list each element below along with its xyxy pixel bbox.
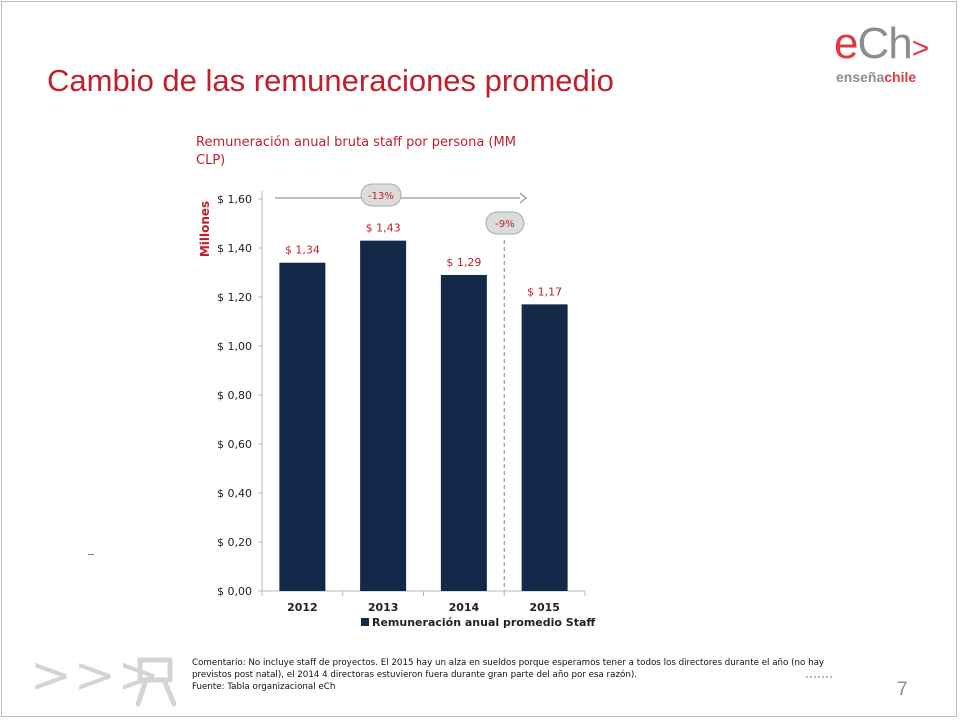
change-badge-label: -9% xyxy=(495,219,514,230)
ensenachile-logo: eCh> enseñachile xyxy=(834,19,934,86)
logo-wordmark-b: chile xyxy=(884,69,917,85)
footnote-source: Fuente: Tabla organizacional eCh xyxy=(192,682,336,692)
slide-title: Cambio de las remuneraciones promedio xyxy=(47,63,614,98)
x-tick-label: 2015 xyxy=(529,601,560,614)
y-tick-label: $ 0,00 xyxy=(217,585,252,598)
y-axis-title: Millones xyxy=(198,201,212,257)
logo-mark-e: e xyxy=(834,19,859,68)
legend-label: Remuneración anual promedio Staff xyxy=(372,616,595,629)
chart-title: Remuneración anual bruta staff por perso… xyxy=(196,135,516,168)
footnote-line-2: previstos post natal), el 2014 4 directo… xyxy=(192,670,637,680)
change-badge xyxy=(485,211,525,235)
y-tick-label: $ 1,00 xyxy=(217,340,252,353)
logo-mark: eCh> xyxy=(834,19,930,71)
y-tick-label: $ 0,80 xyxy=(217,389,252,402)
logo-mark-ch: Ch xyxy=(857,19,912,68)
logo-wordmark-a: enseña xyxy=(836,69,885,85)
data-label: $ 1,17 xyxy=(527,285,562,298)
y-tick-label: $ 0,60 xyxy=(217,438,252,451)
bar-chart: $ 0,00 $ 0,20 $ 0,40 $ 0,60 $ 0,80 $ 1,00 $ 1,… xyxy=(198,183,595,629)
change-badge xyxy=(360,183,402,207)
bar xyxy=(279,262,326,591)
y-tick-label: $ 1,60 xyxy=(217,193,252,206)
logo-wordmark: enseñachile xyxy=(836,69,916,85)
x-tick-label: 2012 xyxy=(287,601,318,614)
page-number: 7 xyxy=(897,679,908,700)
y-tick-label: $ 0,20 xyxy=(217,536,252,549)
dotted-mark xyxy=(806,676,832,678)
data-label: $ 1,43 xyxy=(366,222,401,235)
footnote-line-1: Comentario: No incluye staff de proyecto… xyxy=(192,658,825,668)
x-tick-label: 2013 xyxy=(368,601,399,614)
x-tick-label: 2014 xyxy=(449,601,480,614)
bar xyxy=(440,274,487,591)
y-tick-label: $ 1,20 xyxy=(217,291,252,304)
bar xyxy=(521,304,568,591)
data-label: $ 1,29 xyxy=(446,256,481,269)
divider-mark xyxy=(88,554,94,555)
bar xyxy=(360,240,407,591)
data-label: $ 1,34 xyxy=(285,244,320,257)
footnote: Comentario: No incluye staff de proyecto… xyxy=(192,657,912,693)
chair-icon xyxy=(135,657,177,707)
y-tick-label: $ 0,40 xyxy=(217,487,252,500)
change-badge-label: -13% xyxy=(368,191,394,202)
logo-mark-arrow: > xyxy=(911,32,930,65)
change-arrow-head xyxy=(519,192,527,204)
y-tick-label: $ 1,40 xyxy=(217,242,252,255)
legend-swatch xyxy=(361,618,369,626)
